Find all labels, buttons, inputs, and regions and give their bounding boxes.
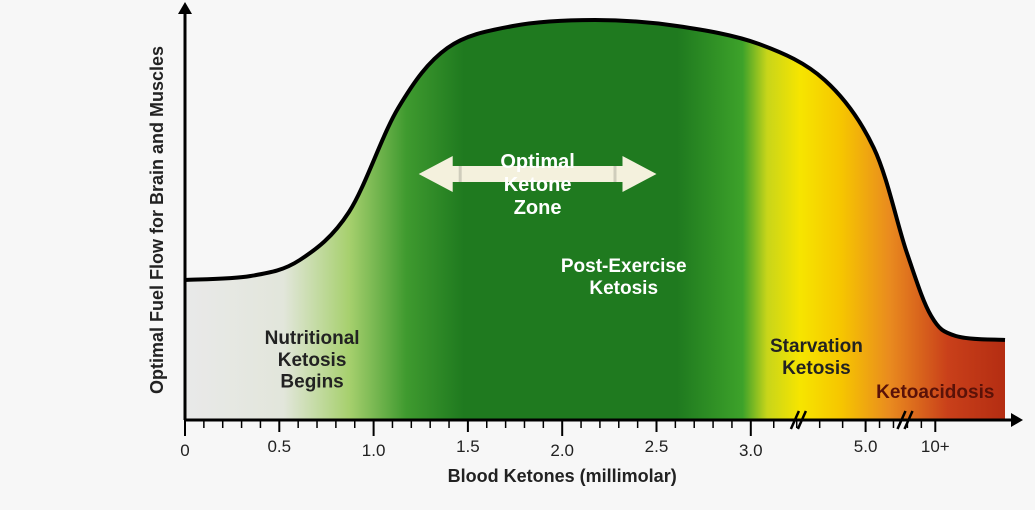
x-ticks: 0 0.5 1.0 1.5 2.0 2.5 3.0 5.0 10+ xyxy=(180,420,950,460)
zone-label-starvation: StarvationKetosis xyxy=(770,336,863,379)
y-axis-label: Optimal Fuel Flow for Brain and Muscles xyxy=(147,46,167,394)
svg-text:1.0: 1.0 xyxy=(362,441,386,460)
svg-text:5.0: 5.0 xyxy=(854,437,878,456)
svg-text:1.5: 1.5 xyxy=(456,437,480,456)
zone-label-ketoacid: Ketoacidosis xyxy=(876,382,994,403)
svg-text:2.5: 2.5 xyxy=(645,437,669,456)
ketone-chart: 00.51.01.52.02.53.05.010+ NutritionalKet… xyxy=(0,0,1035,510)
svg-text:3.0: 3.0 xyxy=(739,441,763,460)
svg-text:0.5: 0.5 xyxy=(267,437,291,456)
svg-text:10+: 10+ xyxy=(921,437,950,456)
svg-text:2.0: 2.0 xyxy=(550,441,574,460)
svg-text:0: 0 xyxy=(180,441,189,460)
chart-svg: 00.51.01.52.02.53.05.010+ NutritionalKet… xyxy=(0,0,1035,510)
x-axis-label: Blood Ketones (millimolar) xyxy=(448,466,677,486)
